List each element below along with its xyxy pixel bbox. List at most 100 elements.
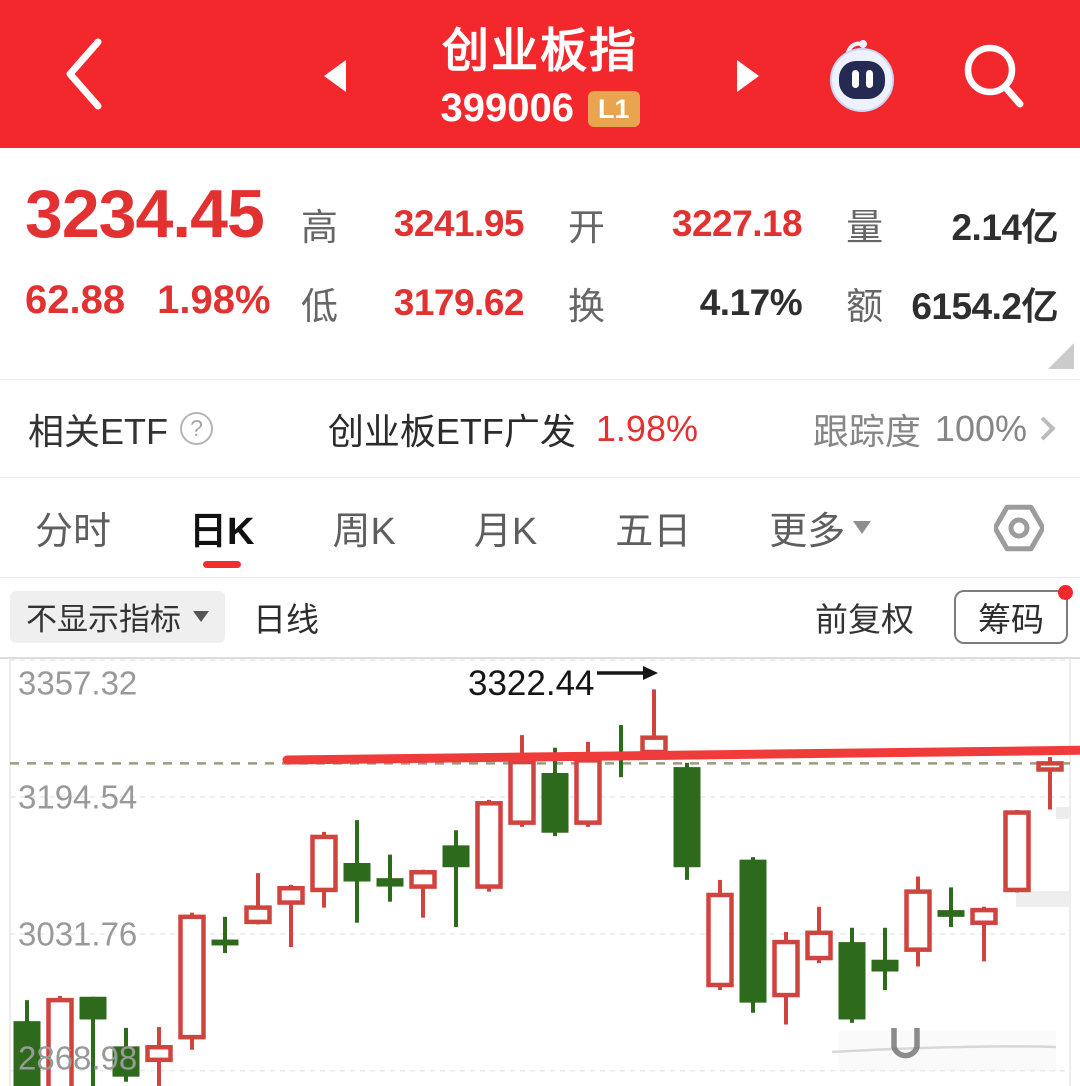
candle [970,906,998,962]
app-header: 创业板指 399006 L1 [0,0,1080,148]
tab-weekly-k[interactable]: 周K [332,478,395,578]
stock-code: 399006 [440,86,574,130]
candle [937,887,965,927]
price-block: 3234.45 62.88 1.98% [25,178,287,379]
next-stock-icon[interactable] [737,60,759,92]
candle [838,927,866,1023]
tracking-label: 跟踪度 [812,410,921,452]
quote-field-volume: 量 2.14亿 [846,184,1058,264]
period-label: 日线 [253,600,319,638]
tab-label: 分时 [35,511,112,553]
candle [904,876,932,967]
related-etf-row: 相关ETF ? 创业板ETF广发 1.98% 跟踪度 100% [0,380,1080,478]
y-axis-label: 3357.32 [18,665,137,702]
watermark-signature [831,1028,1057,1071]
candle [244,873,272,925]
candle [178,912,206,1050]
tab-label: 日K [189,511,255,553]
quote-field-turnover: 换 4.17% [568,264,803,344]
candle [508,735,536,827]
indicator-dropdown-label: 不显示指标 [26,602,181,637]
candle [772,931,800,1025]
watermark-fragment [1056,807,1070,819]
chart-settings-icon[interactable] [994,503,1044,553]
candle [79,996,107,1086]
help-icon[interactable]: ? [180,412,213,445]
candle [145,1027,173,1086]
chart-area: 3357.32 3194.54 3031.76 2868.98 3322.44 [0,655,1080,1086]
candle [13,1000,41,1086]
adjust-mode-button[interactable]: 前复权 [815,600,914,638]
quote-field-label: 额 [846,286,884,328]
watermark-fragment [1016,891,1070,907]
quote-field-label: 量 [846,206,884,248]
trend-line [282,745,1080,765]
header-center: 创业板指 399006 L1 [0,22,1080,131]
candlestick-chart[interactable]: 3357.32 3194.54 3031.76 2868.98 3322.44 [0,655,1080,1086]
candle [706,879,734,991]
quote-field-open: 开 3227.18 [568,184,803,264]
chips-button[interactable]: 筹码 [954,584,1073,644]
candle [211,916,239,954]
y-axis-label: 3194.54 [18,778,137,815]
etf-change-pct: 1.98% [595,407,698,449]
tab-more[interactable]: 更多 [769,478,872,578]
candle [442,830,470,927]
expand-corner-icon[interactable] [1048,343,1074,369]
quote-field-value: 3241.95 [393,202,525,244]
y-axis-label: 3031.76 [18,915,137,952]
caret-down-icon [853,521,872,534]
tab-five-day[interactable]: 五日 [615,478,691,578]
candle [541,747,569,837]
candle [871,927,899,991]
tab-label: 月K [473,511,538,553]
active-tab-underline [202,560,241,568]
tab-daily-k[interactable]: 日K [189,478,254,578]
chips-button-label: 筹码 [978,600,1044,638]
price-change-pct: 1.98% [157,278,271,322]
chevron-right-icon[interactable] [1031,416,1056,441]
candle [739,857,767,1013]
candle [805,906,833,964]
search-icon[interactable] [962,42,1028,110]
page-title: 创业板指 [442,24,638,77]
related-etf-label: 相关ETF [28,410,168,452]
prev-stock-icon[interactable] [324,60,346,92]
high-annotation: 3322.44 [468,664,595,703]
chart-tabs: 分时 日K 周K 月K 五日 更多 [0,478,1080,578]
arrow-right-icon [643,666,658,680]
quote-field-value: 4.17% [699,282,803,324]
quote-field-label: 换 [568,286,605,328]
quote-field-value: 6154.2亿 [911,286,1058,328]
candle [310,831,338,908]
candle [574,741,602,827]
indicator-dropdown[interactable]: 不显示指标 [10,590,225,643]
quote-field-value: 2.14亿 [951,206,1058,248]
candle [607,725,635,778]
candle [640,689,668,756]
l1-badge: L1 [587,90,640,127]
tab-minute[interactable]: 分时 [35,478,111,578]
tab-monthly-k[interactable]: 月K [474,478,537,578]
candle [46,995,74,1086]
candle [1036,757,1064,810]
quote-field-amount: 额 6154.2亿 [846,264,1058,344]
candle [1003,810,1031,893]
tab-label: 五日 [615,511,692,553]
etf-link[interactable]: 创业板ETF广发 1.98% [213,403,813,455]
quote-field-value: 3227.18 [671,202,803,244]
y-axis-label: 2868.98 [18,1040,137,1077]
quote-field-high: 高 3241.95 [301,184,525,264]
quote-field-label: 低 [301,286,338,328]
quote-field-value: 3179.62 [393,282,525,324]
candle [343,820,371,923]
quote-field-low: 低 3179.62 [301,264,525,344]
notification-dot [1058,584,1073,600]
candle [409,869,437,918]
tab-label: 更多 [769,511,846,553]
assistant-robot-icon[interactable] [826,36,898,112]
price-change: 62.88 [25,278,126,322]
tab-label: 周K [332,511,396,553]
candle [112,1027,140,1082]
back-icon[interactable] [62,36,106,112]
